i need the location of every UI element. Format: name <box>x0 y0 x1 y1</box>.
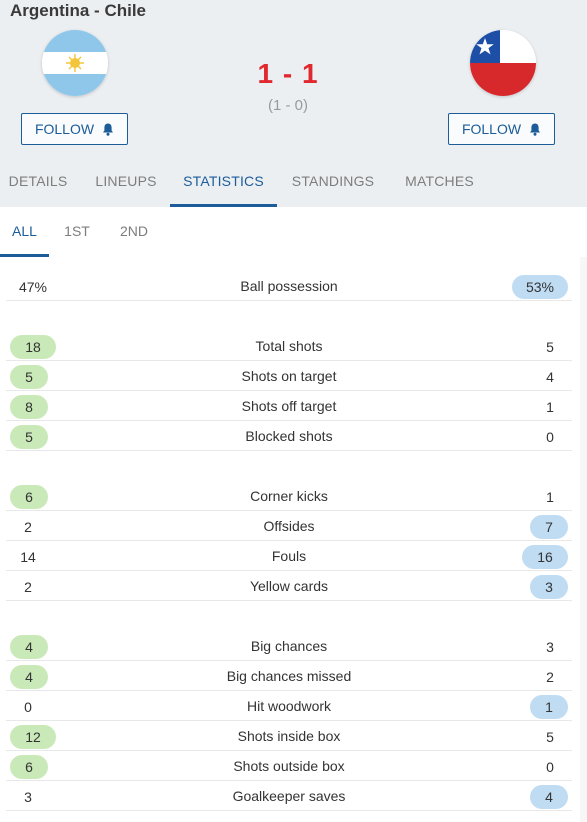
stat-home-value: 14 <box>20 549 36 565</box>
follow-home-label: FOLLOW <box>34 121 95 137</box>
stat-home-value: 47% <box>18 279 48 295</box>
stat-away-value: 16 <box>522 545 568 569</box>
subtab-2nd[interactable]: 2ND <box>119 223 148 239</box>
stat-label: Shots inside box <box>237 728 341 744</box>
stat-row: 4 Big chances missed 2 <box>6 661 572 691</box>
subtab-1st[interactable]: 1ST <box>64 223 90 239</box>
stat-home-value: 3 <box>24 789 32 805</box>
stat-away-value: 0 <box>546 429 554 445</box>
stat-home-value: 5 <box>10 425 48 449</box>
stat-label: Shots outside box <box>233 758 345 774</box>
statistics-panel: 47% Ball possession 53% 18 Total shots 5 5 Shot… <box>0 257 587 822</box>
stat-away-value: 4 <box>530 785 568 809</box>
stat-home-value: 18 <box>10 335 56 359</box>
stat-label: Corner kicks <box>250 488 328 504</box>
stat-away-value: 1 <box>546 399 554 415</box>
stat-row: 5 Shots on target 4 <box>6 361 572 391</box>
stat-row: 2 Offsides 7 <box>6 511 572 541</box>
stat-row: 12 Shots inside box 5 <box>6 721 572 751</box>
stat-row: 2 Yellow cards 3 <box>6 571 572 601</box>
subtab-all[interactable]: ALL <box>0 207 49 257</box>
stat-home-value: 5 <box>10 365 48 389</box>
tab-statistics[interactable]: STATISTICS <box>170 160 277 207</box>
stat-row: 5 Blocked shots 0 <box>6 421 572 451</box>
tab-matches[interactable]: MATCHES <box>405 173 474 189</box>
stat-label: Hit woodwork <box>246 698 332 714</box>
match-header: Argentina - Chile 1 - 1 (1 - 0) FOLLOW <box>0 0 587 207</box>
stat-away-value: 5 <box>546 729 554 745</box>
match-title: Argentina - Chile <box>10 1 147 20</box>
stat-away-value: 0 <box>546 759 554 775</box>
stat-label: Yellow cards <box>249 578 329 594</box>
match-score: 1 - 1 <box>257 58 319 89</box>
stat-home-value: 4 <box>10 635 48 659</box>
stat-home-value: 8 <box>10 395 48 419</box>
follow-away-label: FOLLOW <box>461 121 522 137</box>
stat-home-value: 6 <box>10 755 48 779</box>
main-tabs: DETAILS LINEUPS STATISTICS STANDINGS MAT… <box>0 160 587 207</box>
argentina-flag-icon[interactable] <box>42 30 108 96</box>
stat-away-value: 4 <box>546 369 554 385</box>
stat-row: 3 Goalkeeper saves 4 <box>6 781 572 811</box>
stat-home-value: 2 <box>24 519 32 535</box>
follow-home-button[interactable]: FOLLOW <box>21 113 128 145</box>
tab-standings[interactable]: STANDINGS <box>291 173 375 189</box>
tab-lineups[interactable]: LINEUPS <box>95 173 157 189</box>
stat-home-value: 0 <box>24 699 32 715</box>
stat-label: Fouls <box>271 548 307 564</box>
stat-label: Total shots <box>255 338 323 354</box>
stat-home-value: 2 <box>24 579 32 595</box>
stat-label: Offsides <box>263 518 315 534</box>
stat-away-value: 2 <box>546 669 554 685</box>
stat-home-value: 6 <box>10 485 48 509</box>
stat-row: 6 Corner kicks 1 <box>6 481 572 511</box>
stat-label: Blocked shots <box>245 428 333 444</box>
stat-row: 6 Shots outside box 0 <box>6 751 572 781</box>
stat-away-value: 1 <box>530 695 568 719</box>
stat-label: Goalkeeper saves <box>232 788 346 804</box>
stat-row: 47% Ball possession 53% <box>6 271 572 301</box>
stat-label: Shots off target <box>241 398 337 414</box>
stat-away-value: 5 <box>546 339 554 355</box>
stat-row: 18 Total shots 5 <box>6 331 572 361</box>
tab-details[interactable]: DETAILS <box>8 173 68 189</box>
bell-icon <box>529 123 541 136</box>
stat-row: 8 Shots off target 1 <box>6 391 572 421</box>
stat-label: Big chances missed <box>226 668 352 684</box>
stat-home-value: 12 <box>10 725 56 749</box>
stat-row: 14 Fouls 16 <box>6 541 572 571</box>
bell-icon <box>102 123 114 136</box>
statistics-list: 47% Ball possession 53% 18 Total shots 5 5 Shot… <box>0 257 580 822</box>
stat-label: Shots on target <box>241 368 337 384</box>
period-tabs: ALL 1ST 2ND <box>0 207 587 257</box>
stat-away-value: 1 <box>546 489 554 505</box>
halftime-score: (1 - 0) <box>267 97 308 114</box>
stat-away-value: 3 <box>530 575 568 599</box>
stat-label: Ball possession <box>240 278 338 294</box>
stat-row: 0 Hit woodwork 1 <box>6 691 572 721</box>
stat-away-value: 53% <box>512 275 568 299</box>
stat-home-value: 4 <box>10 665 48 689</box>
stat-row: 4 Big chances 3 <box>6 631 572 661</box>
stat-away-value: 7 <box>530 515 568 539</box>
stat-label: Big chances <box>250 638 328 654</box>
stat-away-value: 3 <box>546 639 554 655</box>
follow-away-button[interactable]: FOLLOW <box>448 113 555 145</box>
